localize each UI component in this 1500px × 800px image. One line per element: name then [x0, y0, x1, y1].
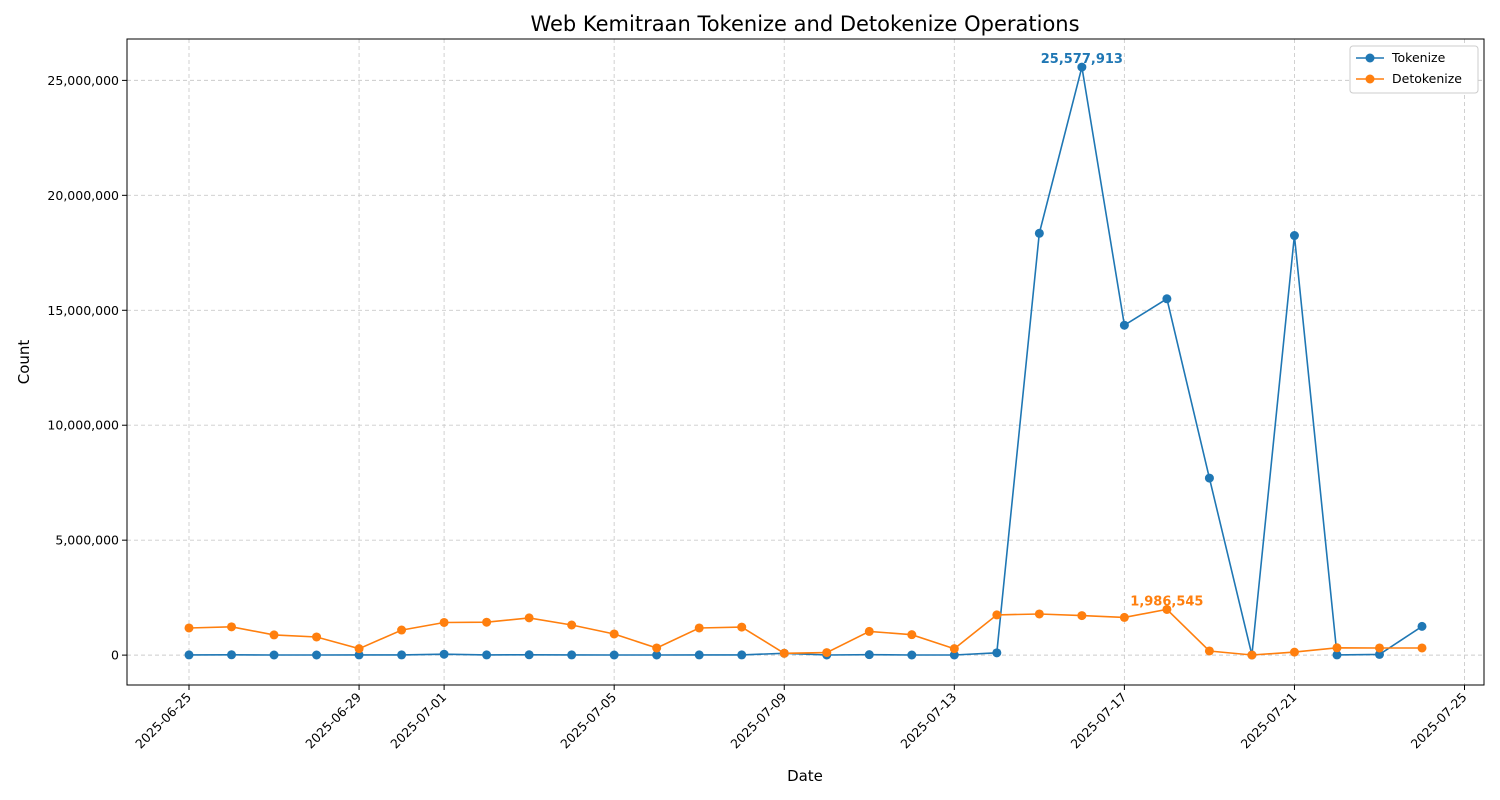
detokenize-point: [1119, 612, 1129, 622]
x-tick-label: 2025-07-01: [387, 690, 449, 752]
y-tick-label: 20,000,000: [47, 188, 119, 203]
series-layer: [184, 62, 1427, 660]
detokenize-point: [1417, 643, 1427, 653]
tokenize-point: [992, 648, 1002, 658]
tokenize-point: [1289, 231, 1299, 241]
tokenize-point: [907, 650, 917, 660]
detokenize-point: [822, 648, 832, 658]
tokenize-point: [482, 650, 492, 660]
tokenize-point: [1119, 320, 1129, 330]
tokenize-point: [1204, 473, 1214, 483]
axis-ticks: 2025-06-25 2025-06-29 2025-07-01 2025-07-05…: [47, 73, 1469, 752]
y-tick-label: 10,000,000: [47, 418, 119, 433]
detokenize-point: [269, 630, 279, 640]
tokenize-point: [184, 650, 194, 660]
legend-tokenize-label: Tokenize: [1391, 50, 1446, 65]
tokenize-point: [567, 650, 577, 660]
tokenize-point: [652, 650, 662, 660]
detokenize-point: [227, 622, 237, 632]
tokenize-point: [1374, 649, 1384, 659]
detokenize-point: [609, 629, 619, 639]
detokenize-point: [1162, 604, 1172, 614]
x-tick-label: 2025-07-05: [557, 690, 619, 752]
tokenize-point: [864, 650, 874, 660]
detokenize-point: [439, 617, 449, 627]
detokenize-point: [907, 630, 917, 640]
tokenize-series-line: [188, 66, 1423, 656]
tokenize-point: [1162, 294, 1172, 304]
tokenize-point: [397, 650, 407, 660]
y-tick-label: 25,000,000: [47, 73, 119, 88]
detokenize-series-line: [188, 608, 1422, 656]
legend-tokenize-marker: [1365, 53, 1375, 63]
detokenize-point: [567, 620, 577, 630]
detokenize-point: [1374, 643, 1384, 653]
y-tick-label: 5,000,000: [55, 533, 119, 548]
legend-detokenize-label: Detokenize: [1392, 71, 1462, 86]
detokenize-point: [992, 610, 1002, 620]
detokenize-point: [354, 644, 364, 654]
legend-detokenize-marker: [1365, 74, 1375, 84]
x-tick-label: 2025-07-21: [1238, 690, 1300, 752]
tokenize-point: [524, 650, 534, 660]
tokenize-point: [269, 650, 279, 660]
detokenize-point: [1247, 650, 1257, 660]
tokenize-point: [354, 650, 364, 660]
y-axis-label: Count: [15, 340, 33, 385]
tokenize-point: [694, 650, 704, 660]
legend: Tokenize Detokenize: [1349, 45, 1479, 94]
y-tick-label: 0: [111, 648, 119, 663]
x-tick-label: 2025-06-25: [132, 690, 194, 752]
x-tick-label: 2025-07-25: [1408, 690, 1470, 752]
x-tick-label: 2025-06-29: [302, 689, 364, 751]
grid: [127, 39, 1484, 685]
tokenize-point: [1077, 62, 1087, 72]
detokenize-point: [1332, 643, 1342, 653]
detokenize-point: [864, 626, 874, 636]
tokenize-point: [312, 650, 322, 660]
x-tick-label: 2025-07-17: [1068, 690, 1130, 752]
detokenize-point: [312, 632, 322, 642]
tokenize-point: [1417, 621, 1427, 631]
tokenize-point: [609, 650, 619, 660]
tokenize-max-annotation: 25,577,913: [1041, 52, 1123, 67]
tokenize-point: [1034, 228, 1044, 238]
tokenize-point: [737, 650, 747, 660]
detokenize-point: [949, 644, 959, 654]
x-axis-label: Date: [787, 767, 823, 785]
detokenize-point: [1034, 609, 1044, 619]
detokenize-max-annotation: 1,986,545: [1130, 594, 1203, 609]
detokenize-point: [482, 617, 492, 627]
tokenize-point: [227, 650, 237, 660]
detokenize-point: [1077, 611, 1087, 621]
detokenize-point: [397, 625, 407, 635]
tokenize-point: [1332, 650, 1342, 660]
detokenize-point: [1204, 646, 1214, 656]
x-tick-label: 2025-07-13: [897, 690, 959, 752]
y-tick-label: 15,000,000: [47, 303, 119, 318]
annotations: 25,577,913 1,986,545: [1041, 52, 1204, 609]
detokenize-point: [524, 613, 534, 623]
tokenize-point: [949, 650, 959, 660]
chart-title: Web Kemitraan Tokenize and Detokenize Op…: [530, 12, 1079, 36]
detokenize-point: [1289, 647, 1299, 657]
tokenize-point: [439, 649, 449, 659]
detokenize-point: [652, 643, 662, 653]
plot-frame: [126, 38, 1485, 686]
detokenize-point: [184, 623, 194, 633]
x-tick-label: 2025-07-09: [727, 689, 789, 751]
detokenize-point: [737, 622, 747, 632]
detokenize-point: [779, 648, 789, 658]
detokenize-point: [694, 623, 704, 633]
